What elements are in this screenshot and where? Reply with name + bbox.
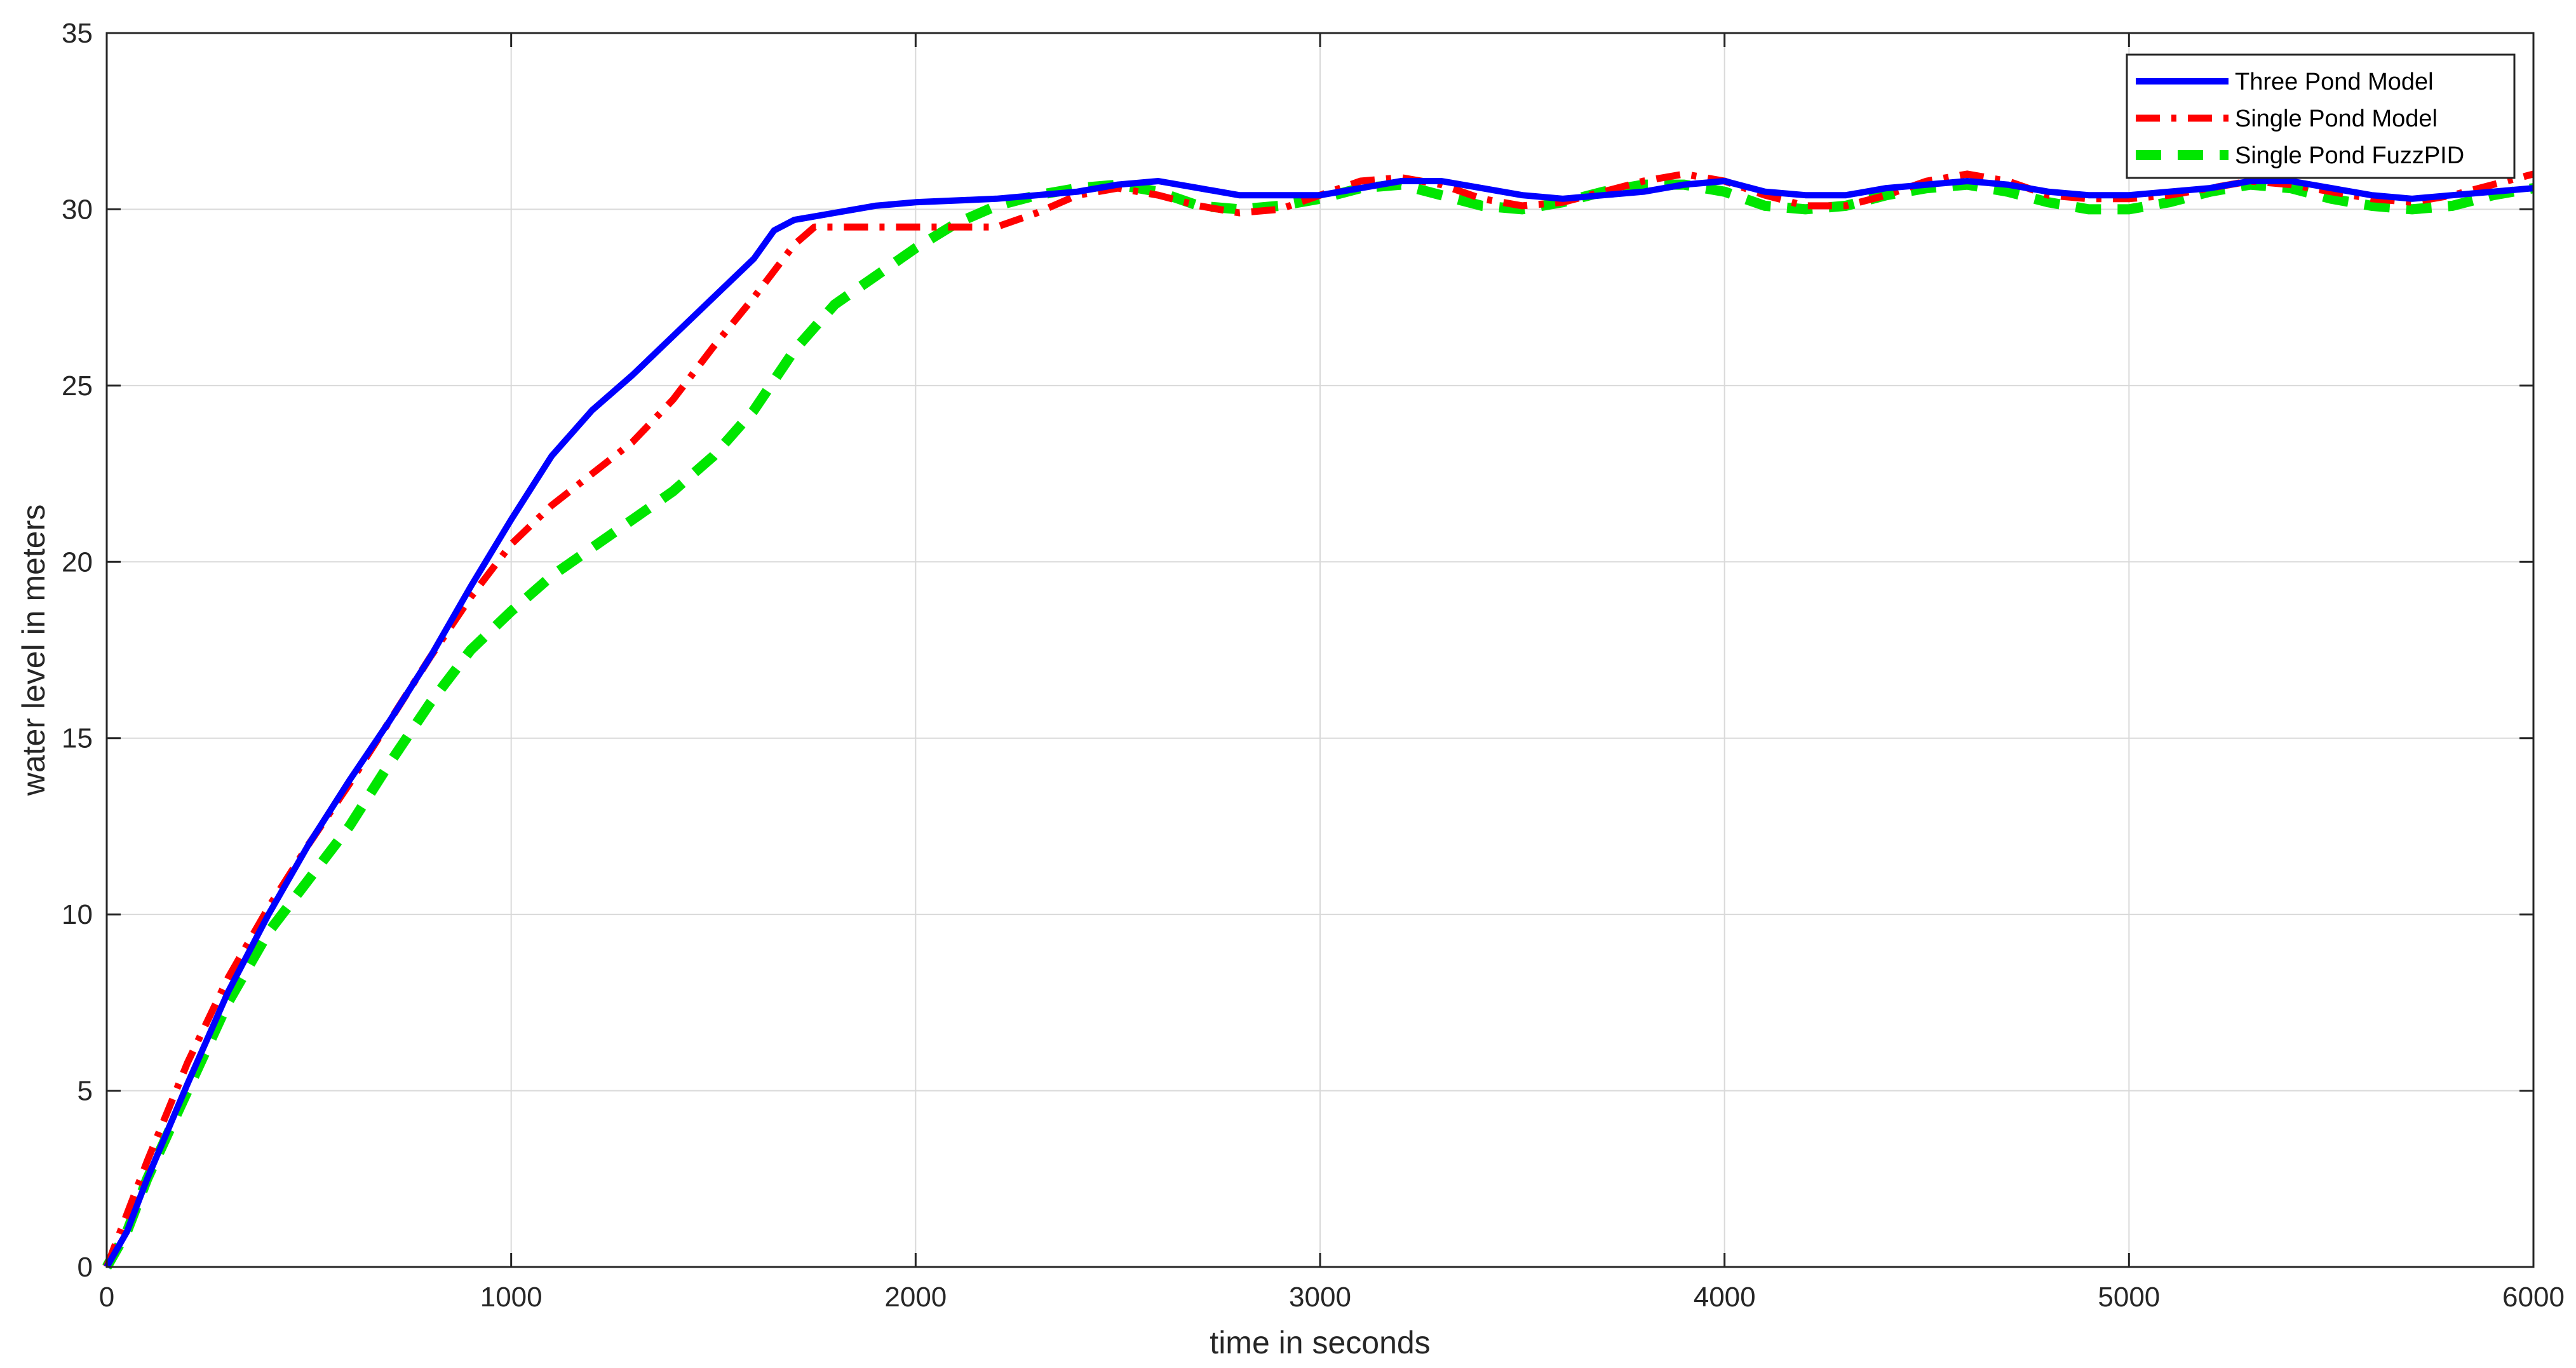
x-axis-label: time in seconds xyxy=(1210,1325,1430,1360)
y-tick-label: 15 xyxy=(62,723,93,754)
y-tick-label: 30 xyxy=(62,194,93,225)
x-tick-label: 6000 xyxy=(2502,1282,2565,1313)
x-tick-label: 4000 xyxy=(1694,1282,1756,1313)
x-tick-labels: 0 1000 2000 3000 4000 5000 6000 xyxy=(99,1282,2565,1313)
y-tick-label: 35 xyxy=(62,18,93,49)
x-tick-label: 5000 xyxy=(2098,1282,2160,1313)
y-tick-label: 5 xyxy=(78,1076,93,1107)
x-tick-label: 3000 xyxy=(1289,1282,1351,1313)
legend-label-single-pond-model: Single Pond Model xyxy=(2235,105,2438,132)
x-tick-label: 2000 xyxy=(884,1282,947,1313)
x-tick-label: 1000 xyxy=(480,1282,543,1313)
y-tick-label: 0 xyxy=(78,1252,93,1283)
series-layer xyxy=(102,170,2535,1270)
y-tick-labels: 0 5 10 15 20 25 30 35 xyxy=(62,18,93,1283)
ticks xyxy=(105,32,2535,1268)
legend-label-three-pond-model: Three Pond Model xyxy=(2235,69,2434,95)
series-line-three-pond-model xyxy=(104,178,2534,1269)
x-tick-label: 0 xyxy=(99,1282,114,1313)
y-tick-label: 25 xyxy=(62,370,93,402)
legend-label-single-pond-fuzzpid: Single Pond FuzzPID xyxy=(2235,142,2464,169)
legend: Three Pond Model Single Pond Model Singl… xyxy=(2126,53,2516,179)
y-axis-label: water level in meters xyxy=(16,505,51,797)
y-tick-label: 20 xyxy=(62,546,93,578)
y-tick-label: 10 xyxy=(62,899,93,930)
series-line-single-pond-fuzzpid xyxy=(102,179,2535,1270)
